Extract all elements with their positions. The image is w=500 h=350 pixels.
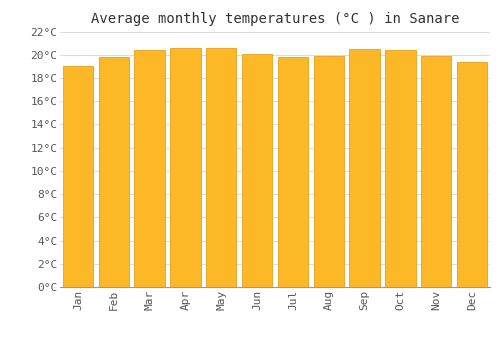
Bar — [170, 48, 200, 287]
Title: Average monthly temperatures (°C ) in Sanare: Average monthly temperatures (°C ) in Sa… — [91, 12, 459, 26]
Bar — [457, 62, 488, 287]
Bar — [314, 56, 344, 287]
Bar — [98, 57, 129, 287]
Bar — [421, 56, 452, 287]
Bar — [134, 50, 165, 287]
Bar — [62, 66, 93, 287]
Bar — [242, 54, 272, 287]
Bar — [385, 50, 416, 287]
Bar — [206, 48, 236, 287]
Bar — [350, 49, 380, 287]
Bar — [278, 57, 308, 287]
